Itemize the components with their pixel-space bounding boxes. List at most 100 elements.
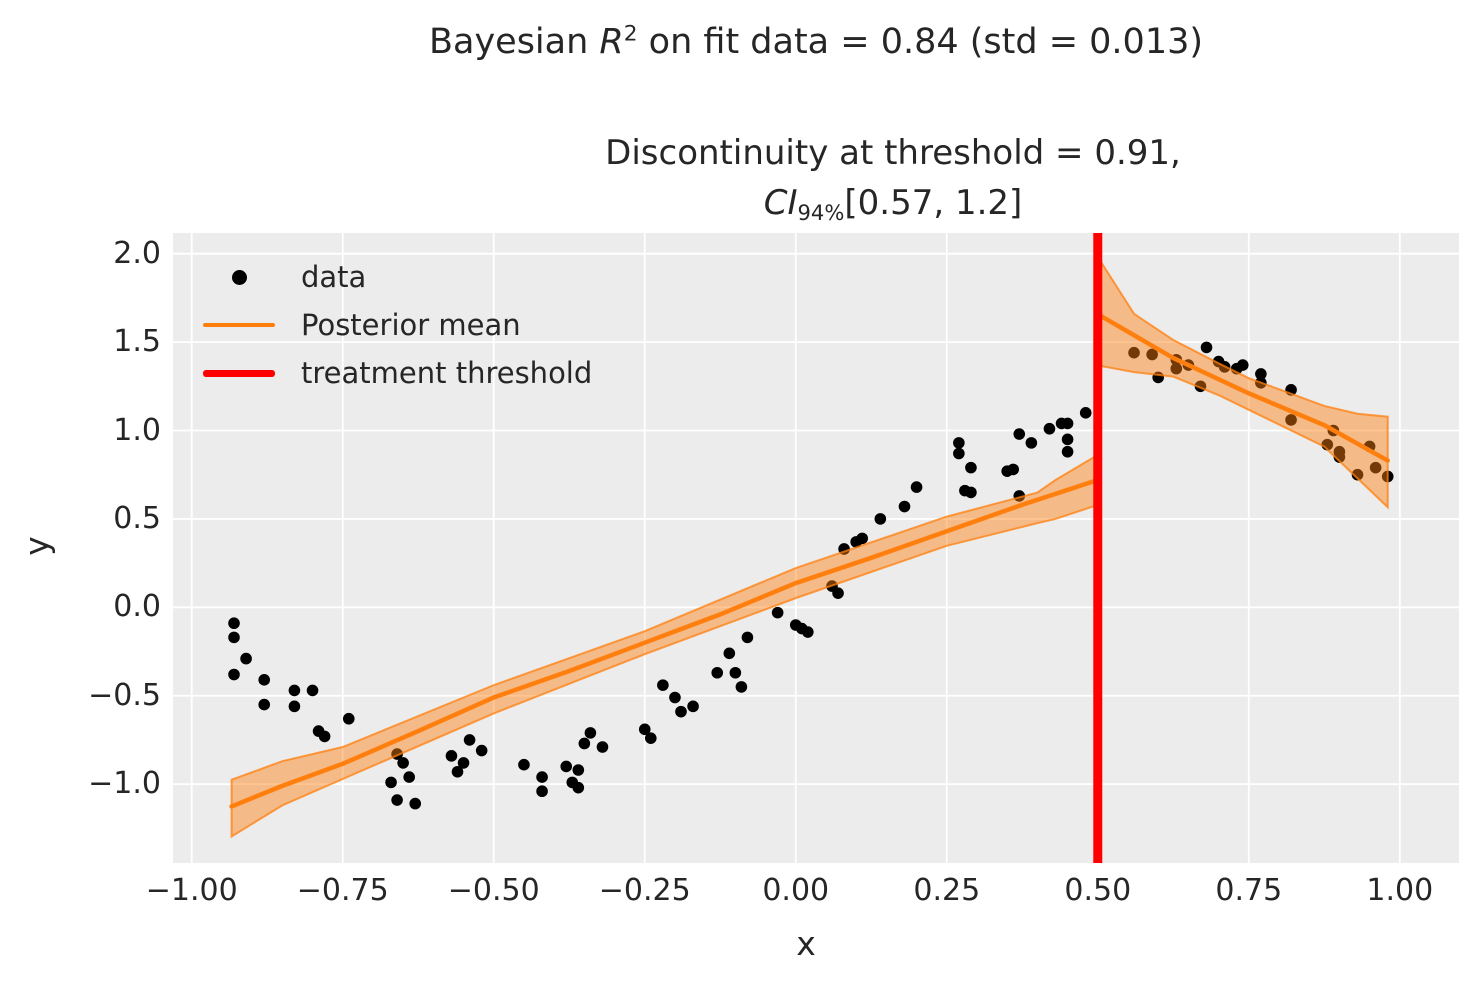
- legend-item-data: data: [203, 253, 592, 301]
- legend: data Posterior mean treatment threshold: [203, 253, 592, 397]
- scatter-point: [1128, 346, 1140, 359]
- scatter-point: [475, 744, 488, 757]
- scatter-point: [1146, 348, 1158, 361]
- y-tick-label: 1.5: [113, 324, 161, 360]
- y-tick-label: −0.5: [88, 677, 161, 713]
- scatter-point: [1170, 362, 1183, 375]
- data-marker-icon: [231, 269, 247, 285]
- figure-title: Bayesian R2 on fit data = 0.84 (std = 0.…: [429, 22, 1203, 62]
- scatter-point: [832, 587, 844, 599]
- y-tick-label: −1.0: [88, 766, 161, 802]
- scatter-point: [240, 652, 252, 665]
- legend-label-data: data: [301, 260, 367, 294]
- scatter-point: [898, 500, 911, 513]
- scatter-point: [445, 750, 458, 762]
- scatter-point: [1079, 407, 1092, 419]
- scatter-point: [409, 797, 422, 810]
- posterior-mean-line: [1098, 313, 1390, 463]
- scatter-point: [638, 723, 651, 736]
- y-tick-label: 0.5: [113, 500, 161, 536]
- scatter-point: [741, 631, 754, 644]
- scatter-point: [1255, 368, 1267, 380]
- figure-title-r-symbol: R: [599, 22, 624, 62]
- scatter-point: [711, 666, 724, 679]
- scatter-point: [560, 760, 573, 773]
- scatter-point: [675, 705, 687, 718]
- scatter-point: [1043, 422, 1056, 435]
- scatter-point: [403, 771, 415, 783]
- ci-symbol: CI: [763, 183, 798, 223]
- x-tick-label: 0.50: [1064, 873, 1132, 908]
- scatter-point: [584, 727, 597, 739]
- axes-background: [173, 233, 1459, 863]
- scatter-point: [228, 631, 240, 644]
- scatter-point: [1013, 428, 1026, 440]
- scatter-point: [802, 626, 814, 638]
- scatter-point: [1369, 461, 1382, 474]
- scatter-point: [953, 447, 965, 460]
- scatter-point: [1200, 341, 1213, 354]
- scatter-point: [729, 666, 742, 679]
- scatter-point: [536, 785, 548, 798]
- scatter-point: [1061, 417, 1074, 430]
- ci-subscript: 94%: [797, 200, 845, 225]
- scatter-point: [1351, 468, 1364, 481]
- x-tick-label: −1.00: [145, 873, 238, 908]
- scatter-point: [953, 437, 965, 449]
- scatter-point: [771, 606, 784, 619]
- scatter-point: [965, 486, 977, 499]
- scatter-point: [1007, 463, 1020, 476]
- x-tick-label: 0.25: [913, 873, 981, 908]
- y-tick-label: 1.0: [113, 412, 161, 448]
- x-axis-label: x: [796, 924, 816, 963]
- scatter-point: [874, 513, 887, 525]
- scatter-point: [644, 732, 657, 744]
- scatter-point: [687, 700, 699, 713]
- scatter-point: [856, 532, 869, 545]
- axes-title-line1: Discontinuity at threshold = 0.91,: [605, 133, 1181, 173]
- ci-interval: [0.57, 1.2]: [844, 183, 1023, 223]
- figure-title-prefix: Bayesian: [428, 22, 600, 62]
- scatter-point: [385, 776, 397, 789]
- x-tick-label: −0.25: [598, 873, 691, 908]
- axes-title: Discontinuity at threshold = 0.91, CI94%…: [605, 128, 1181, 228]
- scatter-point: [536, 771, 548, 783]
- scatter-point: [1236, 359, 1249, 371]
- y-tick-label: 2.0: [113, 235, 161, 271]
- y-tick-label: 0.0: [113, 589, 161, 625]
- scatter-point: [572, 781, 585, 794]
- scatter-point: [258, 674, 271, 686]
- scatter-point: [306, 684, 319, 697]
- legend-label-treatment-threshold: treatment threshold: [301, 356, 593, 390]
- scatter-point: [910, 481, 923, 493]
- scatter-point: [518, 758, 530, 771]
- threshold-line-icon: [203, 369, 275, 377]
- scatter-point: [1025, 437, 1038, 449]
- scatter-point: [228, 617, 240, 630]
- scatter-point: [1061, 433, 1074, 446]
- scatter-point: [965, 461, 977, 474]
- scatter-point: [578, 737, 591, 750]
- figure-title-r-exponent: 2: [623, 21, 638, 47]
- scatter-point: [258, 698, 271, 711]
- scatter-point: [596, 741, 609, 753]
- x-tick-label: 0.00: [762, 873, 830, 908]
- scatter-point: [451, 765, 464, 778]
- scatter-point: [397, 757, 409, 769]
- legend-label-posterior-mean: Posterior mean: [301, 308, 521, 342]
- x-tick-label: −0.50: [447, 873, 540, 908]
- scatter-point: [288, 700, 301, 713]
- scatter-point: [1333, 451, 1346, 463]
- scatter-point: [463, 734, 476, 746]
- legend-item-treatment-threshold: treatment threshold: [203, 349, 592, 397]
- scatter-point: [723, 647, 736, 660]
- scatter-point: [572, 764, 585, 776]
- scatter-point: [657, 679, 669, 691]
- scatter-point: [228, 668, 240, 681]
- figure-title-suffix: on fit data = 0.84 (std = 0.013): [637, 22, 1204, 62]
- scatter-point: [318, 730, 331, 743]
- y-axis-label: y: [17, 536, 56, 556]
- x-tick-label: 0.75: [1215, 873, 1283, 908]
